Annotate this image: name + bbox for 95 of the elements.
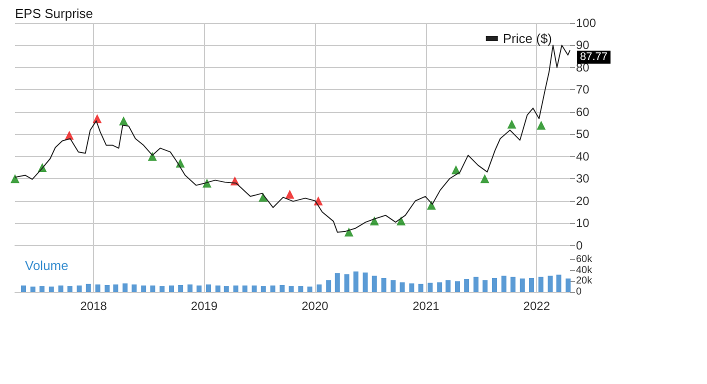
bar [307,286,312,292]
point [396,216,406,226]
point [344,227,354,236]
bar [141,286,146,292]
point [148,152,157,161]
y-tick-label: 20k [576,276,594,287]
chart-title: EPS Surprise [15,6,94,21]
bar [242,286,248,292]
x-tick-label: 2019 [190,299,218,313]
bar [520,278,525,292]
y-tick-label: 100 [576,16,596,30]
bar [76,286,82,292]
bar [482,280,488,292]
bar [409,283,414,292]
x-tick-label: 2021 [412,299,440,313]
x-tick-label: 2018 [80,299,108,313]
y-tick-label: 30 [576,172,590,186]
bar [67,286,72,292]
point [285,190,294,199]
point [536,120,546,130]
data-label: 87.77 [580,51,608,64]
bar [473,276,478,292]
bar [280,284,285,292]
bar [538,276,544,292]
bar [206,284,211,292]
bar [372,276,377,292]
point [426,200,436,210]
bar [326,280,332,292]
y-tick-label: 60k [576,254,594,266]
bar [288,286,294,292]
bar [454,281,460,292]
bar [528,278,534,292]
bar [196,286,202,292]
y-tick-label: 20 [576,194,590,208]
y-tick-label: 50 [576,127,590,142]
y-tick-label: 60 [576,104,590,119]
bar [160,286,165,292]
bar [260,286,266,292]
y-tick-label: 90 [576,38,590,52]
x-tick-label: 2020 [302,299,329,313]
bar [510,276,516,292]
bar [428,282,433,292]
bar [215,286,220,292]
bar [334,273,340,292]
bar [270,286,276,292]
bar [95,284,100,292]
legend-label: Price ($) [502,31,552,46]
bar [20,286,26,292]
y-tick-label: 70 [576,82,590,97]
x-tick-label: 2022 [523,299,550,313]
bar [418,284,424,292]
point [258,192,268,202]
y-tick-label: 40 [576,149,590,164]
bar [150,286,156,292]
bar [168,286,174,292]
bar [464,279,470,292]
bar [362,272,368,292]
bar [122,283,128,292]
bar [298,286,304,292]
point [480,174,490,184]
bar [86,284,91,292]
bar [104,284,110,292]
point [370,216,379,226]
bar [353,271,358,292]
point [507,120,516,129]
bar [446,280,451,292]
bar [233,286,238,292]
bar [390,280,396,292]
bar [48,286,54,292]
text: Volume [25,258,68,273]
bar [548,276,553,292]
y-tick-label: 40k [576,264,594,276]
point [10,174,20,184]
bar [344,274,350,292]
bar [113,284,118,292]
bar [437,282,442,292]
y-tick-label: 10 [576,216,590,230]
bar [132,284,137,292]
point [119,116,128,126]
bar [492,278,497,292]
bar [30,286,36,292]
bar [400,282,405,292]
bar [58,286,64,292]
bar [224,286,229,292]
bar [316,284,322,292]
y-tick-label: 0 [576,286,582,298]
bar [39,286,44,292]
bar [252,286,257,292]
bar [566,278,571,292]
bar [178,284,184,292]
bar [187,284,192,292]
y-tick-label: 0 [576,238,583,252]
bar [501,276,506,292]
bar [556,274,562,292]
bar [381,278,386,292]
